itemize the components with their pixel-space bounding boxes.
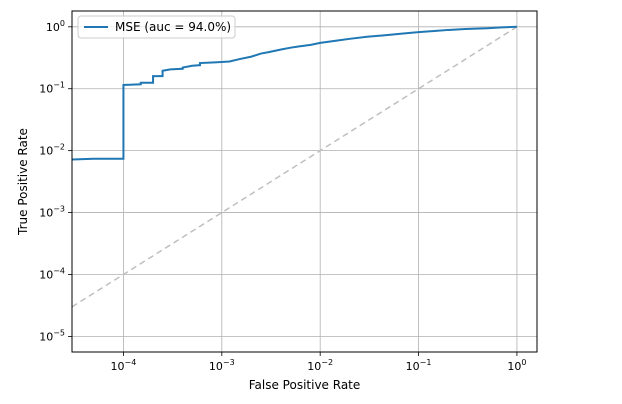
diagonal-reference-line [71, 26, 518, 308]
legend: MSE (auc = 94.0%) [77, 15, 236, 39]
y-tick-label-5: 100 [46, 19, 65, 34]
series-line-mse [71, 25, 517, 161]
y-axis-label: True Positive Rate [16, 128, 30, 236]
series-layer [71, 25, 518, 308]
x-tick-label-4: 100 [507, 358, 526, 373]
x-tick-label-0: 10−4 [111, 358, 137, 373]
legend-box [77, 15, 236, 39]
x-tick-label-3: 10−1 [406, 358, 432, 373]
x-tick-label-1: 10−3 [209, 358, 235, 373]
y-tick-label-2: 10−3 [39, 205, 65, 220]
axis-ticks: 10−4 10−3 10−2 10−1 100 10−5 10−4 10−3 10−2 10−1 1… [39, 19, 526, 373]
legend-label-mse: MSE (auc = 94.0%) [115, 20, 231, 34]
x-axis-label: False Positive Rate [249, 378, 361, 392]
x-tick-label-2: 10−2 [307, 358, 333, 373]
plot-frame [71, 10, 538, 353]
y-tick-label-4: 10−1 [39, 81, 65, 96]
y-tick-label-1: 10−4 [39, 266, 65, 281]
y-tick-label-0: 10−5 [39, 328, 65, 343]
grid [72, 11, 537, 352]
y-tick-label-3: 10−2 [39, 143, 65, 158]
